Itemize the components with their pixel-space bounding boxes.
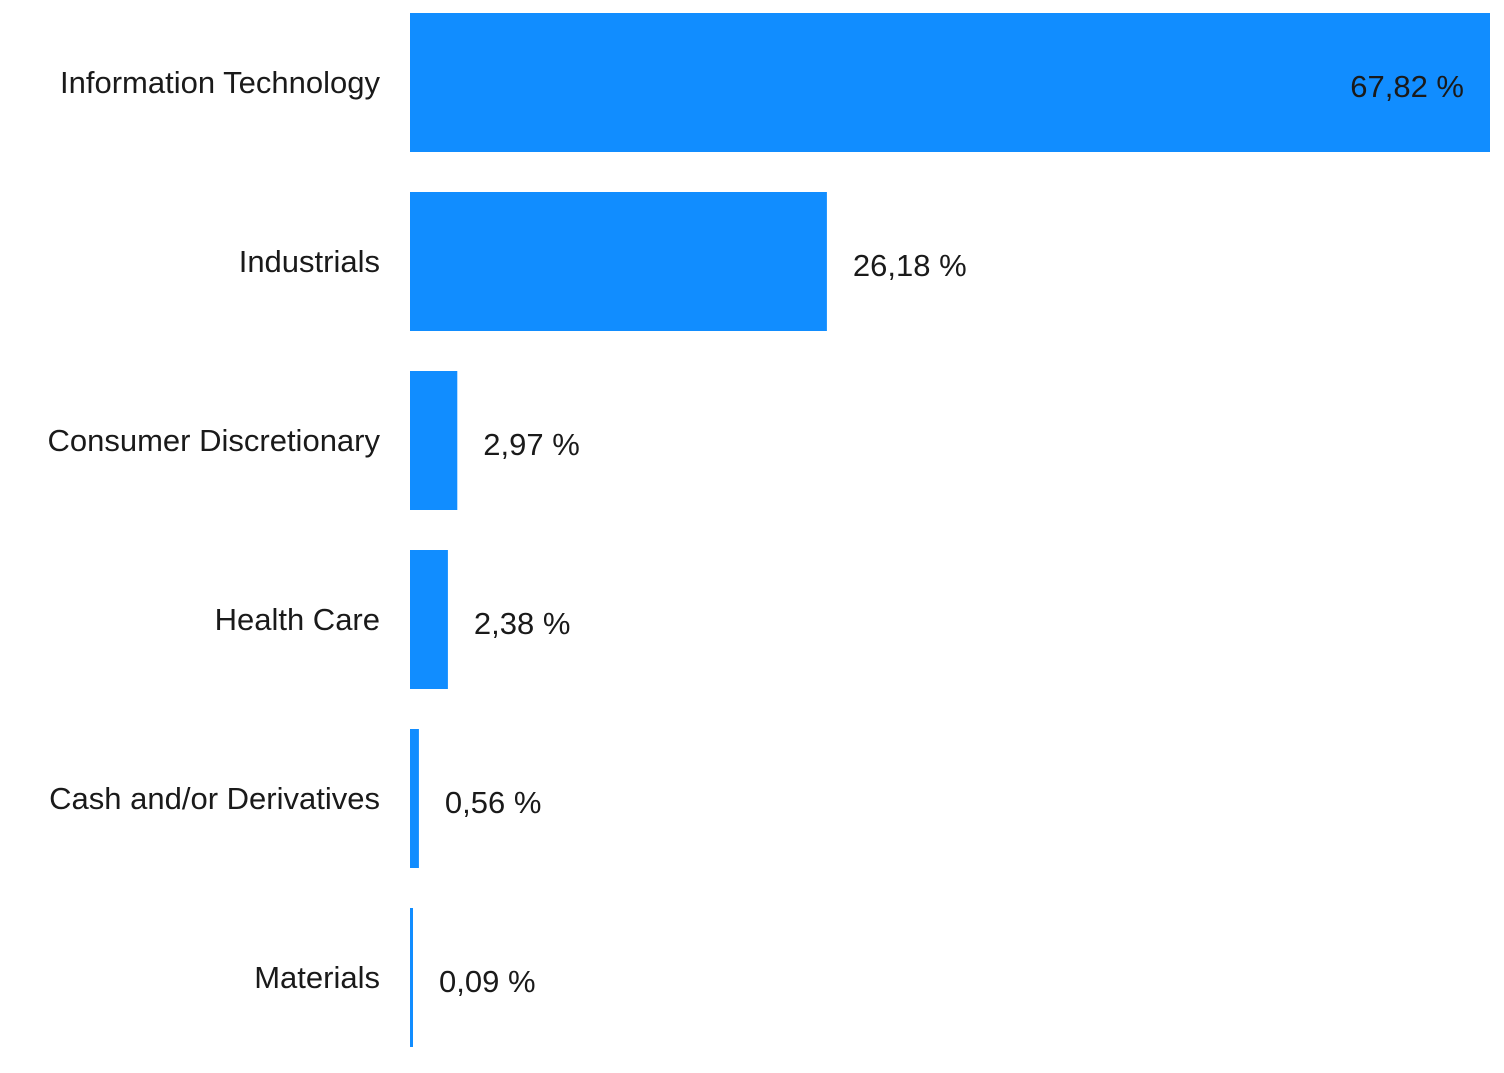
value-label: 67,82 % bbox=[1350, 69, 1464, 104]
bar[interactable] bbox=[410, 371, 458, 510]
value-label: 0,56 % bbox=[445, 785, 542, 820]
category-label: Information Technology bbox=[60, 65, 380, 100]
value-label: 26,18 % bbox=[853, 248, 967, 283]
bar[interactable] bbox=[410, 13, 1490, 152]
category-label: Health Care bbox=[215, 602, 380, 637]
bar[interactable] bbox=[410, 550, 448, 689]
bar[interactable] bbox=[410, 908, 413, 1047]
category-label: Industrials bbox=[239, 244, 380, 279]
value-label: 2,97 % bbox=[483, 427, 580, 462]
bar[interactable] bbox=[410, 729, 419, 868]
value-label: 2,38 % bbox=[474, 606, 571, 641]
bar[interactable] bbox=[410, 192, 827, 331]
category-label: Materials bbox=[254, 960, 380, 995]
value-label: 0,09 % bbox=[439, 964, 536, 999]
category-label: Cash and/or Derivatives bbox=[49, 781, 380, 816]
category-label: Consumer Discretionary bbox=[48, 423, 381, 458]
